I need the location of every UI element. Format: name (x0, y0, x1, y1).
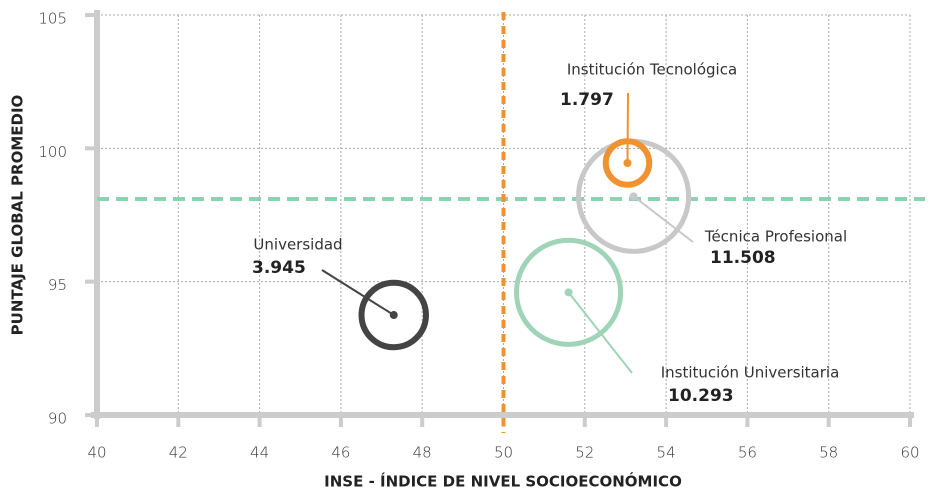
bubble (513, 237, 624, 347)
x-tick-label: 46 (331, 444, 350, 462)
x-axis-title: INSE - ÍNDICE DE NIVEL SOCIOECONÓMICO (324, 472, 682, 491)
bubble-name: Técnica Profesional (704, 228, 847, 246)
x-tick-label: 54 (657, 444, 676, 462)
leader-line (632, 195, 694, 243)
bubble-size-label: 1.797 (560, 90, 614, 110)
bubble-name: Universidad (253, 236, 342, 254)
bubble (358, 279, 429, 351)
bubble-size-label: 10.293 (668, 386, 734, 406)
x-tick-label: 56 (738, 444, 757, 462)
x-tick-label: 50 (494, 444, 513, 462)
y-tick-label: 95 (48, 276, 67, 294)
y-tick-label: 90 (48, 410, 67, 428)
x-tick-label: 44 (250, 444, 269, 462)
x-tick-label: 58 (819, 444, 838, 462)
x-tick-label: 60 (900, 444, 919, 462)
bubble-name: Institución Universitaria (661, 364, 840, 382)
bubble-name: Institución Tecnológica (567, 61, 737, 79)
bubble (602, 138, 653, 188)
bubble-size-label: 11.508 (710, 248, 776, 268)
bubble-center (564, 288, 573, 297)
x-tick-label: 40 (87, 444, 106, 462)
bubble-size-label: 3.945 (252, 258, 306, 278)
leader-line (321, 269, 395, 316)
x-tick-label: 42 (169, 444, 188, 462)
bubble-center (623, 159, 632, 167)
leader-line (626, 92, 629, 164)
x-tick-label: 52 (575, 444, 594, 462)
x-tick-label: 48 (413, 444, 432, 462)
bubble-center (629, 192, 638, 201)
bubble-center (389, 311, 398, 319)
y-tick-label: 105 (38, 10, 67, 28)
y-axis-title: PUNTAJE GLOBAL PROMEDIO (9, 95, 27, 336)
y-tick-label: 100 (38, 143, 67, 161)
